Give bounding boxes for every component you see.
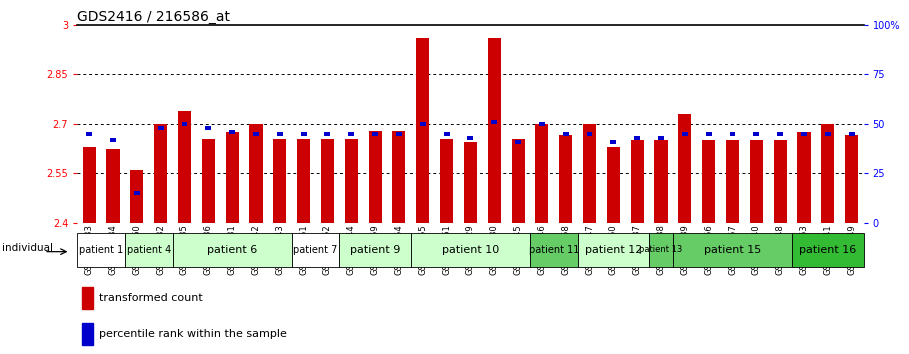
Bar: [77, 233, 125, 267]
Bar: [750, 141, 763, 223]
Bar: [178, 111, 191, 223]
Bar: [634, 136, 640, 139]
Bar: [205, 126, 211, 130]
Bar: [110, 138, 116, 142]
Bar: [535, 124, 548, 223]
Bar: [845, 136, 858, 223]
Bar: [563, 132, 569, 136]
Bar: [607, 147, 620, 223]
Bar: [583, 124, 596, 223]
Bar: [512, 139, 524, 223]
Bar: [530, 233, 577, 267]
Bar: [182, 122, 187, 126]
Text: patient 9: patient 9: [350, 245, 400, 255]
Bar: [774, 141, 786, 223]
Text: patient 1: patient 1: [79, 245, 124, 255]
Bar: [797, 132, 811, 223]
Bar: [325, 132, 330, 136]
Bar: [249, 124, 263, 223]
Bar: [654, 141, 667, 223]
Bar: [821, 124, 834, 223]
Bar: [225, 132, 239, 223]
Bar: [106, 149, 120, 223]
Bar: [253, 132, 259, 136]
Text: patient 13: patient 13: [639, 245, 683, 255]
Text: patient 4: patient 4: [126, 245, 171, 255]
Bar: [678, 114, 692, 223]
Bar: [705, 132, 712, 136]
Bar: [277, 132, 283, 136]
Bar: [586, 132, 593, 136]
Bar: [467, 136, 474, 139]
Bar: [611, 140, 616, 143]
Bar: [86, 132, 92, 136]
Bar: [393, 131, 405, 223]
Bar: [726, 141, 739, 223]
Bar: [440, 139, 453, 223]
Bar: [83, 147, 95, 223]
Bar: [348, 132, 355, 136]
Bar: [559, 136, 573, 223]
Bar: [649, 233, 673, 267]
Text: GDS2416 / 216586_at: GDS2416 / 216586_at: [77, 10, 230, 24]
Bar: [345, 139, 358, 223]
Bar: [777, 132, 784, 136]
Bar: [577, 233, 649, 267]
Bar: [801, 132, 807, 136]
Bar: [130, 170, 144, 223]
Bar: [658, 136, 664, 139]
Bar: [416, 38, 429, 223]
Text: individual: individual: [2, 243, 53, 253]
Text: patient 7: patient 7: [294, 245, 338, 255]
Bar: [682, 132, 688, 136]
Bar: [849, 132, 854, 136]
Bar: [515, 140, 521, 143]
Bar: [420, 122, 425, 126]
Bar: [274, 139, 286, 223]
Bar: [134, 192, 140, 195]
Bar: [491, 120, 497, 124]
Bar: [173, 233, 292, 267]
Bar: [824, 132, 831, 136]
Bar: [292, 233, 339, 267]
Bar: [539, 122, 544, 126]
Bar: [372, 132, 378, 136]
Bar: [464, 142, 477, 223]
Text: patient 6: patient 6: [207, 245, 257, 255]
Bar: [297, 139, 310, 223]
Bar: [730, 132, 735, 136]
Bar: [125, 233, 173, 267]
Text: transformed count: transformed count: [99, 293, 203, 303]
Text: percentile rank within the sample: percentile rank within the sample: [99, 329, 287, 339]
Bar: [155, 124, 167, 223]
Text: patient 11: patient 11: [529, 245, 579, 255]
Bar: [202, 139, 215, 223]
Bar: [411, 233, 530, 267]
Bar: [368, 131, 382, 223]
Bar: [792, 233, 864, 267]
Bar: [488, 38, 501, 223]
Bar: [229, 130, 235, 133]
Bar: [301, 132, 306, 136]
Bar: [82, 323, 93, 345]
Bar: [702, 141, 715, 223]
Bar: [157, 126, 164, 130]
Bar: [82, 287, 93, 309]
Bar: [396, 132, 402, 136]
Bar: [321, 139, 334, 223]
Text: patient 15: patient 15: [704, 245, 761, 255]
Bar: [444, 132, 450, 136]
Bar: [673, 233, 792, 267]
Text: patient 10: patient 10: [442, 245, 499, 255]
Bar: [339, 233, 411, 267]
Text: patient 12: patient 12: [584, 245, 642, 255]
Text: patient 16: patient 16: [799, 245, 856, 255]
Bar: [631, 141, 644, 223]
Bar: [754, 132, 759, 136]
